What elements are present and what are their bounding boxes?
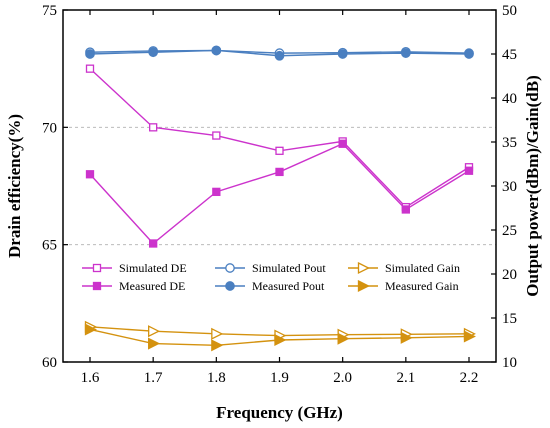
axis-ticks: 1.6 1.7 1.8 1.9 2.0 2.1 2.2 60 65 70 75 10 15 20 25 30 3… (42, 3, 517, 386)
data-point-measured-pout (400, 48, 411, 58)
x-axis-label: Frequency (GHz) (216, 403, 343, 422)
y-axis-left-label: Drain efficiency(%) (5, 114, 24, 258)
data-point-measured-pout (337, 49, 348, 59)
legend-entry-measured-de: Measured DE (82, 279, 185, 293)
data-point-measured-de (275, 167, 284, 177)
legend-label-measured-de: Measured DE (119, 279, 185, 293)
series-measured-de (85, 139, 474, 248)
data-point-measured-pout (85, 49, 95, 59)
data-point-simulated-de (275, 146, 284, 155)
data-point-simulated-gain (148, 325, 161, 338)
y-right-tick-label: 25 (502, 223, 517, 239)
legend-entry-measured-gain: Measured Gain (348, 279, 459, 293)
x-tick-label: 2.1 (396, 370, 415, 386)
data-point-measured-pout (464, 49, 474, 59)
data-point-measured-de (464, 166, 474, 175)
legend-label-measured-gain: Measured Gain (385, 279, 459, 293)
series-simulated-de (85, 64, 474, 212)
grid-lines (63, 126, 496, 246)
legend-marker-measured-pout (225, 281, 235, 291)
data-point-measured-gain (148, 337, 161, 350)
y-left-tick-label: 65 (42, 238, 57, 254)
data-point-measured-gain (400, 331, 413, 344)
data-point-measured-gain (211, 339, 224, 352)
y-right-tick-label: 10 (502, 355, 517, 371)
legend-entry-measured-pout: Measured Pout (215, 279, 325, 293)
y-right-tick-label: 50 (502, 3, 517, 19)
series-measured-pout (85, 45, 474, 61)
data-point-simulated-de (149, 123, 158, 132)
data-point-measured-de (85, 170, 95, 179)
y-right-tick-label: 30 (502, 179, 517, 195)
data-point-measured-de (338, 139, 347, 148)
data-point-simulated-de (85, 64, 95, 73)
legend-marker-simulated-gain (357, 261, 370, 275)
legend-label-measured-pout: Measured Pout (252, 279, 325, 293)
data-point-measured-pout (274, 50, 285, 61)
legend-marker-measured-gain (357, 279, 370, 293)
legend-entry-simulated-de: Simulated DE (82, 261, 187, 275)
legend-entry-simulated-pout: Simulated Pout (215, 261, 326, 275)
y-left-tick-label: 70 (42, 120, 57, 136)
y-axis-right-label: Output power(dBm)/Gain(dB) (523, 75, 542, 297)
x-tick-label: 1.6 (81, 370, 100, 386)
legend-marker-simulated-de (92, 263, 102, 273)
x-tick-label: 1.7 (144, 370, 163, 386)
legend-label-simulated-pout: Simulated Pout (252, 261, 326, 275)
data-point-measured-de (149, 239, 158, 248)
plot-frame (62, 9, 497, 363)
legend-label-simulated-de: Simulated DE (119, 261, 187, 275)
data-point-measured-de (401, 205, 410, 214)
data-point-measured-pout (148, 47, 159, 58)
y-right-tick-label: 35 (502, 135, 517, 151)
legend-marker-simulated-pout (225, 263, 235, 273)
y-left-tick-label: 60 (42, 355, 57, 371)
y-right-tick-label: 40 (502, 91, 517, 107)
series-layer (84, 45, 476, 352)
data-point-measured-pout (211, 45, 222, 56)
data-point-simulated-de (212, 131, 221, 140)
data-point-measured-gain (84, 323, 97, 336)
series-measured-gain (84, 323, 476, 352)
y-right-tick-label: 15 (502, 311, 517, 327)
x-tick-label: 2.2 (460, 370, 479, 386)
legend-entry-simulated-gain: Simulated Gain (348, 261, 460, 275)
y-right-tick-label: 45 (502, 47, 517, 63)
y-left-tick-label: 75 (42, 3, 57, 19)
x-tick-label: 1.9 (270, 370, 289, 386)
legend: Simulated DE Measured DE Simulated Pout Mea… (82, 261, 460, 293)
data-point-measured-gain (463, 330, 476, 343)
legend-label-simulated-gain: Simulated Gain (385, 261, 460, 275)
data-point-measured-de (212, 187, 221, 197)
x-tick-label: 2.0 (333, 370, 352, 386)
data-point-simulated-gain (211, 327, 224, 340)
legend-marker-measured-de (92, 281, 102, 291)
data-point-measured-gain (274, 333, 287, 347)
series-line-measured-de (89, 142, 470, 245)
series-line-simulated-de (89, 68, 470, 209)
x-tick-label: 1.8 (207, 370, 226, 386)
y-right-tick-label: 20 (502, 267, 517, 283)
data-point-measured-gain (337, 332, 350, 345)
